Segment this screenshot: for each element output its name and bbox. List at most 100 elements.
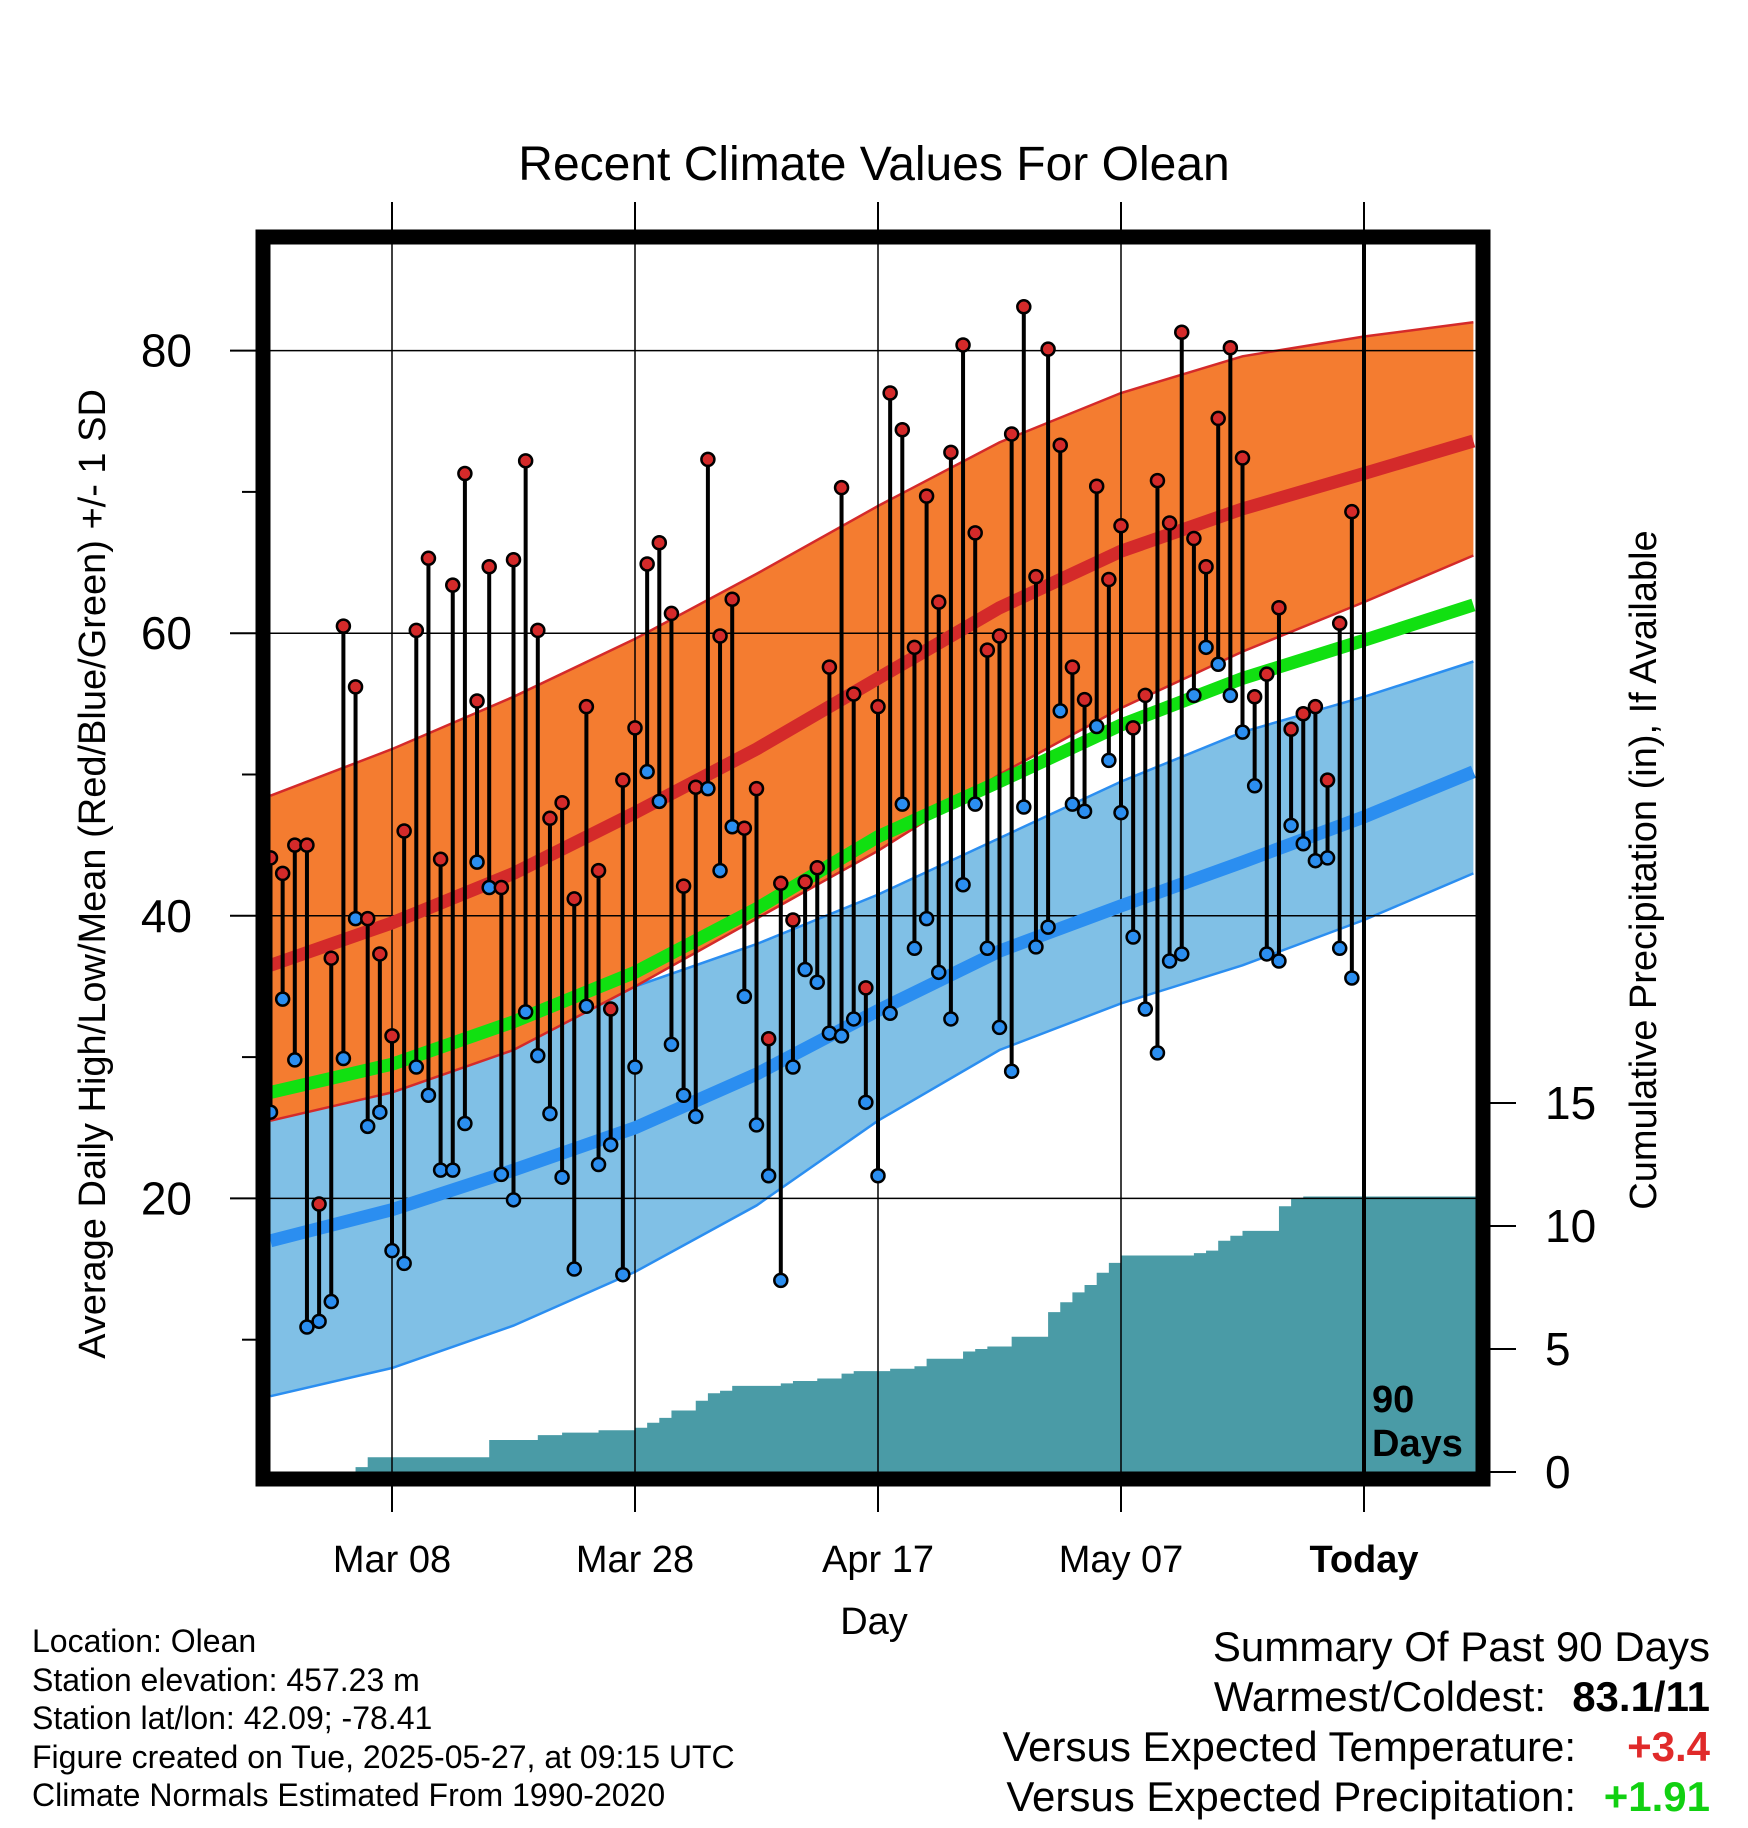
daily-low-point [651,793,668,810]
daily-low-point [372,1104,388,1120]
daily-high-point [797,874,813,890]
daily-high-point [347,679,364,695]
daily-low-point [627,1059,643,1075]
high-mean-line [270,434,1476,972]
daily-high-point [1259,666,1275,682]
daily-low-point [323,1293,339,1310]
daily-high-point [833,479,850,496]
daily-low-point [1331,940,1348,957]
daily-high-point [384,1028,400,1044]
plot-frame [255,229,1491,1487]
daily-low-point [615,1266,631,1283]
y-tick-label: 80 [141,325,192,377]
daily-low-point [517,1004,534,1020]
daily-high-point [420,550,437,567]
daily-low-point [1344,970,1360,986]
y2-tick-label: 10 [1545,1200,1596,1252]
daily-high-point [493,879,510,896]
daily-high-point [821,659,838,675]
daily-low-point [408,1059,425,1075]
daily-high-point [882,385,898,401]
daily-low-point [797,961,813,978]
daily-low-point [688,1108,704,1125]
daily-low-point [809,974,825,990]
daily-low-point [1259,946,1275,962]
daily-high-point [663,605,680,622]
daily-low-point [420,1087,437,1104]
elevation-text: Station elevation: 457.23 m [32,1661,420,1698]
warmest-value: 83.1/11 [1572,1673,1710,1720]
daily-low-point [578,998,595,1014]
daily-low-point [882,1005,898,1022]
daily-high-point [396,823,412,839]
daily-high-point [359,910,376,927]
daily-high-point [1088,478,1105,494]
daily-high-point [1052,437,1068,454]
daily-low-point [1088,718,1105,735]
daily-low-point [396,1255,412,1272]
daily-low-point [1064,796,1081,812]
daily-high-point [1076,691,1093,708]
temp-label: Versus Expected Temperature: [1002,1723,1576,1770]
daily-low-point [602,1136,619,1153]
daily-high-point [323,950,339,966]
daily-low-point [736,988,753,1005]
daily-low-point [1113,804,1129,821]
daily-high-point [870,698,886,715]
daily-low-point [1198,639,1214,656]
daily-high-point [627,720,643,736]
daily-low-point [1234,724,1251,740]
daily-high-point [675,878,692,894]
daily-low-point [335,1050,352,1067]
daily-low-point [785,1059,801,1075]
daily-high-point [469,693,485,709]
daily-high-point [1198,559,1214,575]
daily-low-point [700,780,716,797]
daily-low-point [299,1319,315,1335]
daily-low-point [1174,946,1190,962]
daily-high-point [1137,687,1154,704]
daily-low-point [833,1028,850,1044]
daily-low-point [1125,929,1141,945]
daily-high-point [1040,341,1056,357]
chart-title: Recent Climate Values For Olean [518,138,1229,191]
daily-low-point [773,1272,789,1289]
daily-low-point [445,1162,461,1178]
daily-high-point [1016,299,1032,315]
daily-high-point [1149,472,1166,489]
daily-low-point [870,1168,886,1184]
station-info: Location: Olean Station elevation: 457.2… [32,1622,735,1815]
daily-high-point [1319,772,1336,788]
normals-text: Climate Normals Estimated From 1990-2020 [32,1777,666,1813]
daily-high-point [274,865,291,882]
daily-high-point [845,686,862,702]
daily-low-point [1076,803,1093,819]
daily-low-point [384,1242,400,1259]
daily-high-point [408,622,425,639]
y2-axis-label: Cumulative Precipitation (in), If Availa… [1623,530,1665,1209]
daily-high-point [760,1030,777,1047]
daily-high-point [335,618,352,634]
daily-low-point [1028,939,1044,955]
daily-high-point [748,780,765,797]
precip-value: +1.91 [1603,1773,1710,1820]
daily-high-point [299,837,315,853]
daily-high-point [372,946,388,962]
daily-high-point [894,421,911,438]
x-tick-label: Apr 17 [822,1539,934,1581]
x-axis-label: Day [840,1601,908,1643]
daily-low-point [991,1019,1008,1036]
daily-low-point [1137,1001,1154,1017]
daily-high-point [1307,698,1324,715]
daily-high-point [700,451,716,468]
daily-high-point [967,525,983,541]
daily-low-point [1101,752,1117,769]
x-tick-label: May 07 [1059,1539,1184,1581]
daily-low-point [1161,953,1178,969]
daily-high-point [590,862,607,879]
daily-low-point [311,1313,327,1330]
daily-high-point [1064,659,1081,675]
daily-low-point [457,1115,473,1132]
y-tick-label: 60 [141,607,192,659]
daily-low-point [955,876,971,893]
